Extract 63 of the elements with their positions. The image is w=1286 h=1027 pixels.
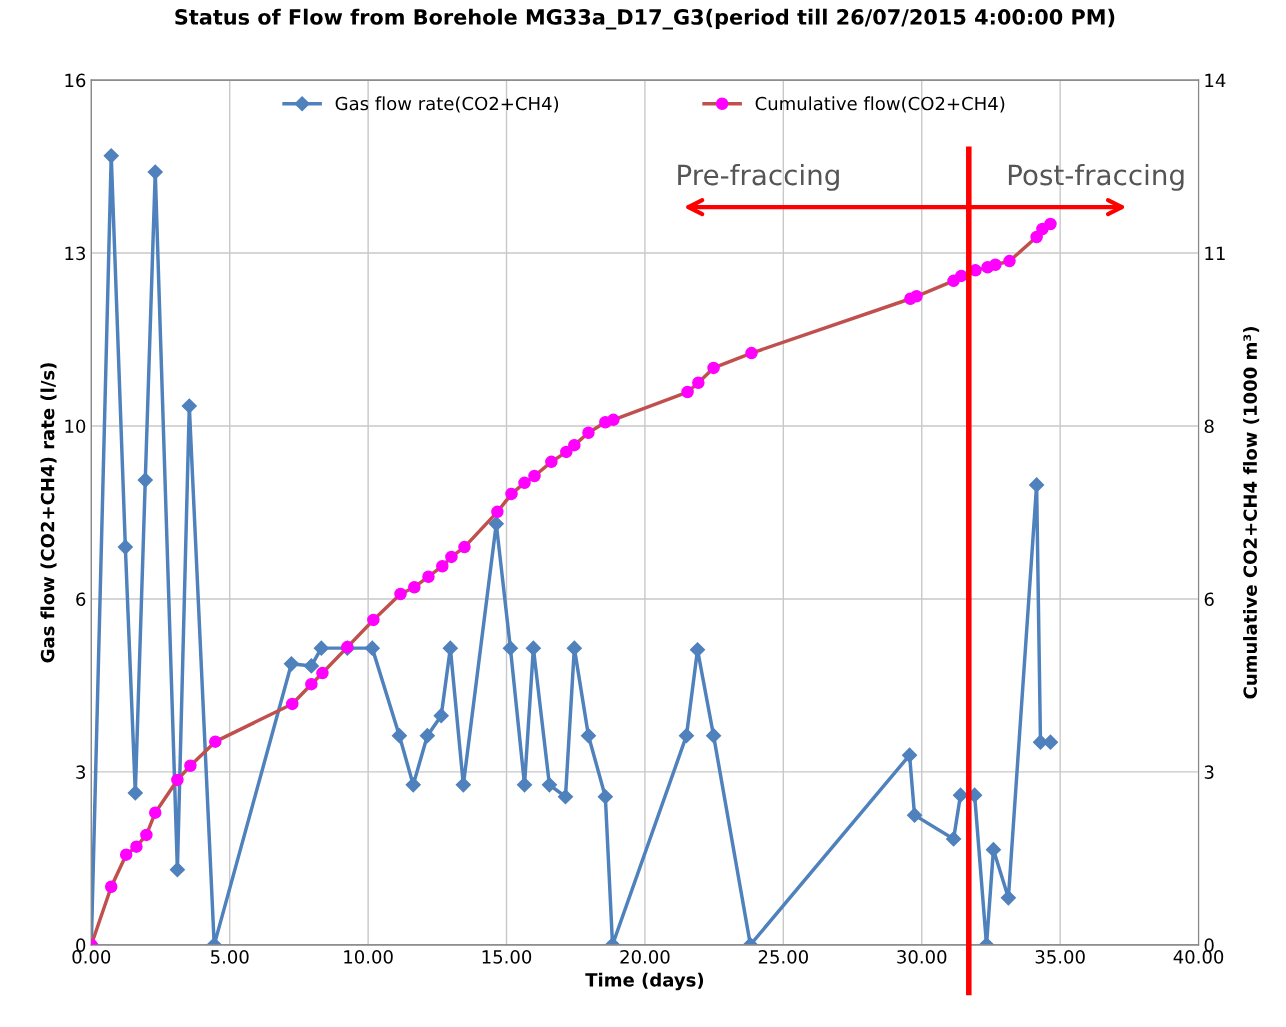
point xyxy=(313,640,329,656)
x-tick-label: 5.00 xyxy=(211,950,249,964)
x-tick-label: 10.00 xyxy=(344,950,393,964)
point xyxy=(169,862,185,878)
point xyxy=(181,398,197,414)
legend-label: Gas flow rate(CO2+CH4) xyxy=(335,96,559,113)
y-tick-label: 3 xyxy=(76,765,85,780)
x-tick-label: 25.00 xyxy=(758,950,808,964)
point xyxy=(525,640,541,656)
point xyxy=(541,777,557,793)
point xyxy=(706,728,722,744)
y-tick-label: 10 xyxy=(65,419,86,434)
point xyxy=(455,777,471,793)
point xyxy=(364,640,380,656)
legend-label: Cumulative flow(CO2+CH4) xyxy=(755,96,1005,113)
point xyxy=(127,785,143,801)
point xyxy=(502,640,518,656)
x-tick-label: 20.00 xyxy=(620,950,670,964)
y-axis-title: Gas flow (CO2+CH4) rate (l/s) xyxy=(40,363,57,663)
chart-title: Status of Flow from Borehole MG33a_D17_G3(period till 26/07/2015 4:00:00 PM) xyxy=(175,8,1115,30)
point xyxy=(516,777,533,793)
y-tick-label: 16 xyxy=(65,73,86,88)
point xyxy=(147,164,163,180)
point xyxy=(906,807,923,823)
point xyxy=(419,728,435,744)
point xyxy=(488,516,504,532)
point xyxy=(303,658,319,674)
y2-tick-label: 3 xyxy=(1204,765,1214,780)
point xyxy=(901,747,918,763)
point xyxy=(137,472,153,488)
annotation: Post-fraccing xyxy=(1008,163,1184,191)
y2-tick-label: 11 xyxy=(1205,246,1225,260)
point xyxy=(442,640,458,656)
x-tick-label: 30.00 xyxy=(897,950,947,964)
y2-tick-label: 14 xyxy=(1205,73,1226,87)
point xyxy=(597,789,613,805)
y-tick-label: 0 xyxy=(76,938,86,952)
point xyxy=(433,708,449,724)
x-tick-label: 40.00 xyxy=(1173,950,1224,964)
y-tick-label: 6 xyxy=(76,592,86,607)
point xyxy=(580,728,597,744)
point xyxy=(946,831,962,847)
point xyxy=(1029,477,1045,493)
y2-tick-label: 0 xyxy=(1204,938,1214,952)
point xyxy=(283,656,300,672)
y2-axis-title: Cumulative CO2+CH4 flow (1000 m³) xyxy=(1243,327,1260,699)
y-tick-label: 13 xyxy=(65,246,85,261)
point xyxy=(405,777,421,793)
x-tick-label: 35.00 xyxy=(1035,950,1085,964)
x-axis-title: Time (days) xyxy=(585,972,704,991)
point xyxy=(678,728,695,744)
y2-tick-label: 8 xyxy=(1204,419,1214,434)
point xyxy=(985,842,1002,858)
point xyxy=(557,789,574,805)
annotation: Pre-fraccing xyxy=(678,163,839,191)
y2-tick-label: 6 xyxy=(1204,592,1214,607)
point xyxy=(103,148,119,164)
x-tick-label: 15.00 xyxy=(482,950,532,964)
point xyxy=(1000,890,1016,906)
point xyxy=(117,539,133,555)
x-tick-label: 0.00 xyxy=(72,950,111,964)
point xyxy=(566,640,582,656)
point xyxy=(391,728,407,744)
